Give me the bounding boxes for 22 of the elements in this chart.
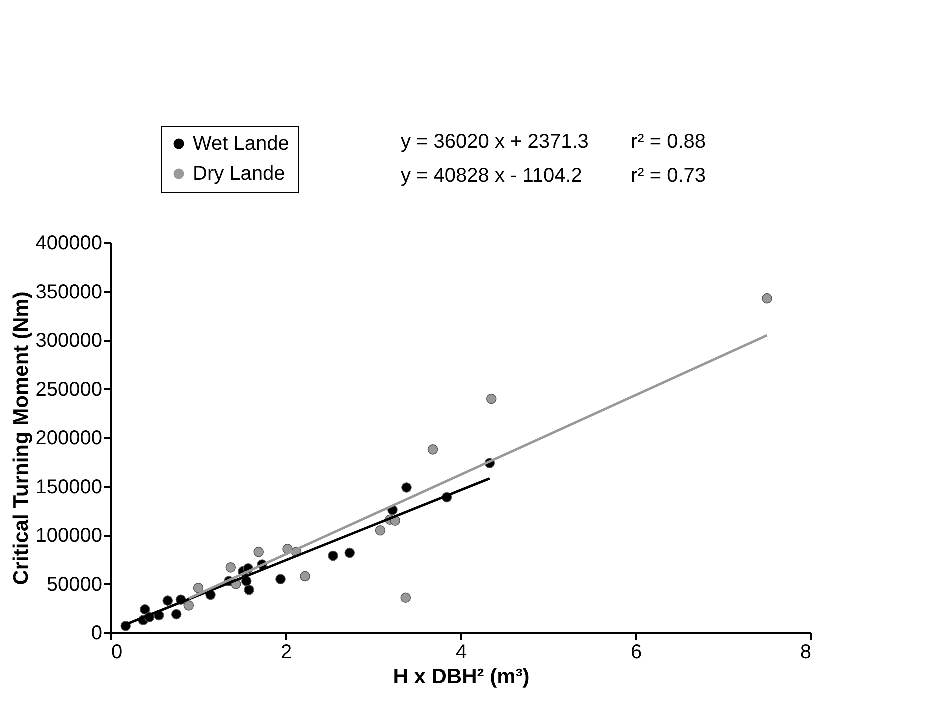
text: y = 36020 x + 2371.3 [401,131,589,153]
y-tick-label: 300000 [36,330,102,352]
x-axis-title: H x DBH² (m³) [393,666,530,688]
text: y = 40828 x - 1104.2 [401,165,582,187]
y-tick-label: 200000 [36,428,102,450]
y-tick-label: 250000 [36,378,102,401]
x-tick-label: 2 [280,642,292,664]
y-axis-title: Critical Turning Moment (Nm) [10,292,33,586]
text: r² = 0.73 [631,165,706,187]
y-tick-label: 150000 [36,476,102,498]
x-tick-label: 6 [630,642,642,664]
y-tick-label: 0 [91,622,102,644]
y-tick-label: 350000 [36,281,102,304]
y-tick-label: 50000 [46,574,102,596]
legend-label: Dry Lande [193,163,286,185]
x-tick-label: 4 [456,642,468,664]
text: r² = 0.88 [631,131,706,153]
x-tick-label: 0 [112,642,123,664]
legend-label: Wet Lande [193,133,290,155]
y-tick-label: 400000 [36,232,102,254]
x-tick-label: 8 [800,642,812,664]
y-tick-label: 100000 [36,525,102,547]
